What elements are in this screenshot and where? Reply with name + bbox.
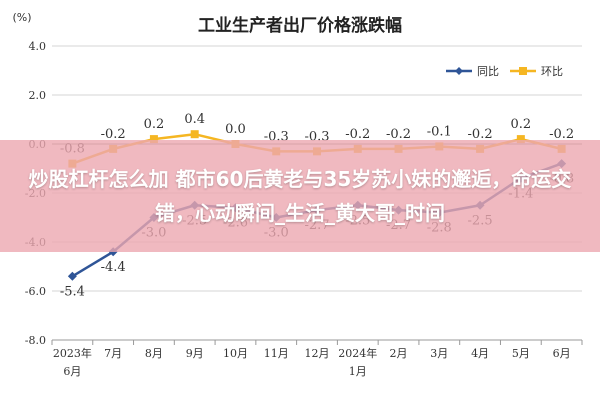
x-tick-label: 4月 [471,347,489,360]
legend-swatch-marker [519,67,527,75]
x-tick-label: 11月 [264,347,289,360]
y-tick-label: -6.0 [25,285,46,298]
chart-title: 工业生产者出厂价格涨跌幅 [198,15,402,36]
x-tick-label: 5月 [512,347,530,360]
x-tick-label: 10月 [223,347,248,360]
series-point-yoy [67,271,77,281]
data-label-mom: 0.2 [511,117,532,132]
data-label-yoy: -5.4 [60,284,85,299]
series-point-mom [516,135,525,144]
data-label-mom: -0.2 [345,127,370,142]
x-tick-label: 6月 [553,347,571,360]
overlay-banner-text: 炒股杠杆怎么加 都市60后黄老与35岁苏小妹的邂逅，命运交错，心动瞬间_生活_黄… [28,167,572,225]
data-label-mom: -0.2 [386,127,411,142]
data-label-mom: -0.2 [468,127,493,142]
legend-label: 同比 [477,65,499,78]
data-label-mom: 0.2 [144,117,165,132]
x-tick-label: 6月 [63,365,81,378]
x-tick-label: 7月 [104,347,122,360]
data-label-mom: -0.2 [101,127,126,142]
data-label-mom: -0.2 [549,127,574,142]
x-tick-label: 12月 [305,347,330,360]
y-tick-label: -8.0 [25,334,46,347]
x-tick-label: 9月 [186,347,204,360]
y-axis-unit: (%) [12,11,31,24]
x-tick-label: 2023年 [53,346,92,360]
data-label-mom: -0.1 [427,124,452,139]
data-label-yoy: -4.4 [101,260,126,275]
x-tick-label: 3月 [430,347,448,360]
x-tick-label: 8月 [145,347,163,360]
x-tick-label: 2月 [390,347,408,360]
overlay-banner[interactable]: 炒股杠杆怎么加 都市60后黄老与35岁苏小妹的邂逅，命运交错，心动瞬间_生活_黄… [0,140,600,252]
x-tick-label: 2024年 [338,346,377,360]
data-label-mom: 0.0 [225,122,246,137]
data-label-mom: 0.4 [184,112,205,127]
y-tick-label: 4.0 [29,40,47,53]
y-tick-label: 2.0 [29,89,47,102]
series-point-mom [149,135,158,144]
legend-label: 环比 [541,65,563,78]
legend-swatch-marker [455,67,463,75]
x-tick-label: 1月 [349,365,367,378]
series-point-mom [190,130,199,139]
